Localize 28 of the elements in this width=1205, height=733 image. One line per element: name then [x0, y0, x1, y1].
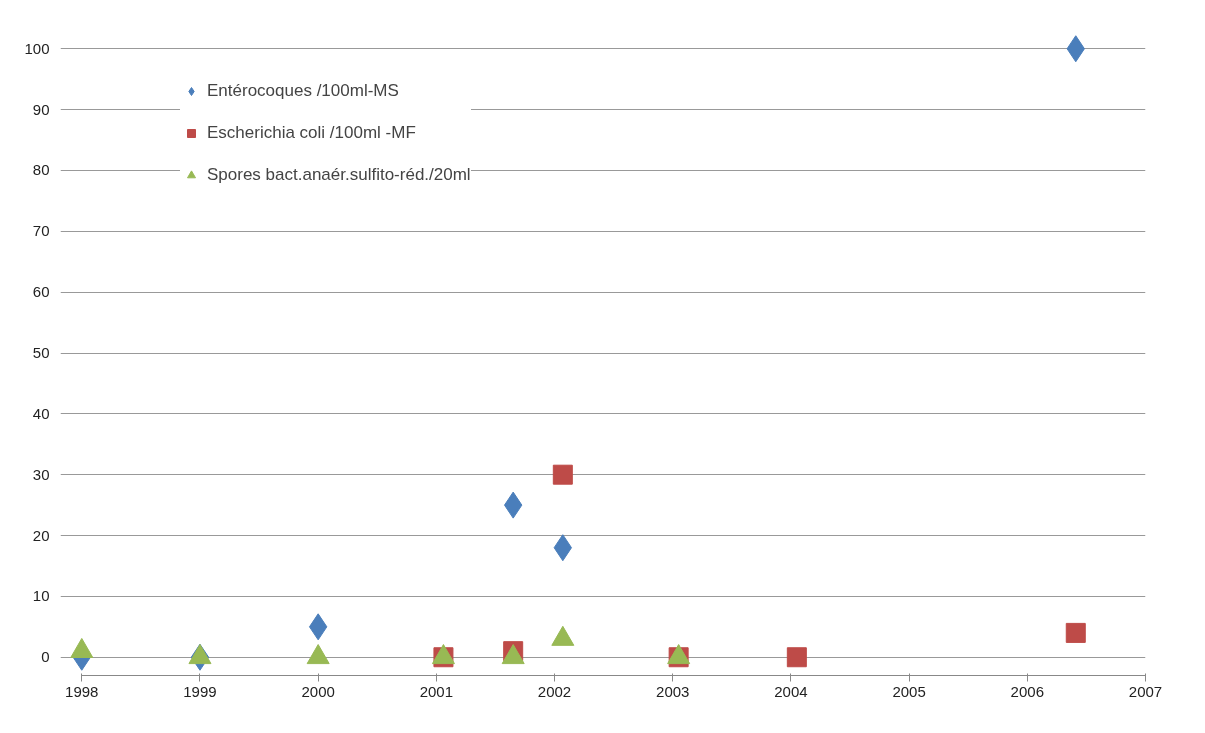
x-tick-label: 2006 — [1010, 682, 1044, 700]
x-tick-label: 2005 — [892, 682, 926, 700]
legend-label: Escherichia coli /100ml -MF — [207, 123, 416, 143]
x-tick-label: 2000 — [301, 682, 335, 700]
y-tick-label: 10 — [32, 587, 50, 605]
legend-label: Entérocoques /100ml-MS — [207, 81, 399, 101]
y-tick-label: 90 — [32, 100, 50, 118]
point — [1065, 622, 1086, 643]
y-tick-label: 70 — [32, 222, 50, 240]
y-tick-label: 60 — [32, 283, 50, 301]
x-tick-label: 2001 — [419, 682, 454, 700]
x-tick-label: 2007 — [1128, 682, 1163, 700]
y-tick-label: 20 — [32, 526, 50, 544]
y-tick-label: 30 — [32, 465, 50, 483]
point — [552, 464, 573, 485]
y-tick-label: 50 — [32, 344, 50, 361]
x-tick-label: 2003 — [656, 682, 690, 700]
legend-label: Spores bact.anaér.sulfito-réd./20ml — [207, 165, 471, 185]
point — [786, 647, 807, 668]
y-tick-label: 80 — [32, 161, 50, 179]
x-tick-label: 1999 — [183, 682, 217, 700]
x-tick-label: 1998 — [65, 682, 99, 700]
x-tick-label: 2004 — [774, 682, 808, 700]
point — [308, 613, 328, 641]
y-tick-label: 0 — [41, 648, 50, 666]
y-tick-label: 40 — [32, 404, 50, 422]
y-tick-label: 100 — [24, 39, 50, 57]
x-tick-label: 2002 — [537, 682, 572, 700]
